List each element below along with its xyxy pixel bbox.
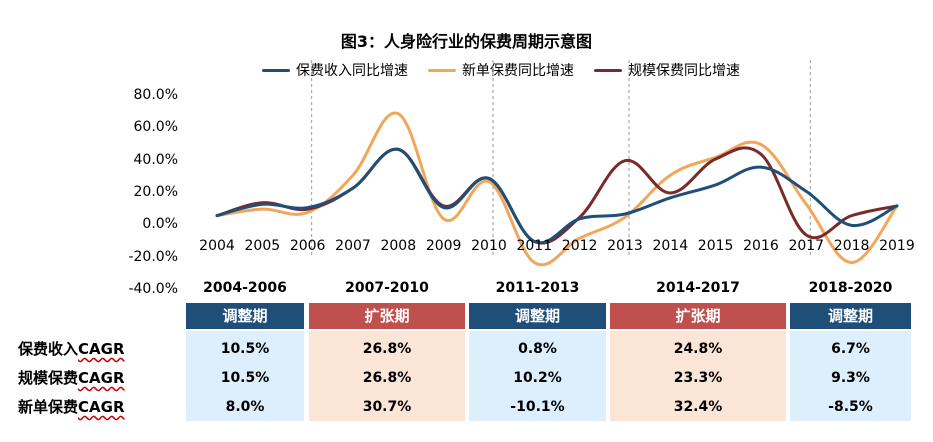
x-tick-label: 2005 — [244, 238, 281, 254]
legend-item-new-business: 新单保费同比增速 — [428, 60, 574, 80]
y-tick-label: 20.0% — [133, 184, 178, 200]
x-tick-label: 2011 — [516, 238, 553, 254]
period-range-label: 2004-2006 — [203, 280, 287, 296]
y-tick-label: 60.0% — [133, 119, 178, 136]
cagr-value-cell: 8.0% — [225, 399, 265, 415]
period-cell-background — [186, 331, 304, 421]
x-tick-label: 2009 — [425, 238, 462, 254]
row-label-2: 新单保费CAGR — [18, 392, 125, 422]
phase-badge: 调整期 — [790, 303, 911, 329]
cagr-value-cell: 32.4% — [673, 399, 723, 415]
y-tick-label: 0.0% — [142, 216, 178, 233]
x-tick-label: 2016 — [743, 238, 779, 254]
x-tick-label: 2018 — [833, 238, 870, 254]
x-tick-label: 2007 — [335, 238, 371, 254]
legend-swatch-premium-income — [262, 68, 290, 72]
x-tick-label: 2013 — [607, 238, 643, 254]
y-tick-label: -40.0% — [128, 281, 178, 297]
legend-label-scale-premium: 规模保费同比增速 — [628, 63, 740, 79]
y-tick-label: 80.0% — [133, 87, 178, 103]
y-tick-label: 40.0% — [133, 151, 178, 168]
cagr-value-cell: 10.5% — [220, 341, 270, 357]
cagr-value-cell: 30.7% — [362, 399, 412, 415]
y-tick-label: -20.0% — [128, 248, 178, 265]
series-line-1 — [215, 111, 899, 267]
x-tick-label: 2010 — [471, 238, 507, 254]
cagr-value-cell: 10.2% — [513, 370, 562, 386]
row-label-suffix: CAGR — [78, 340, 125, 358]
series-line-0 — [215, 147, 899, 245]
phase-badge: 扩张期 — [610, 303, 786, 329]
cagr-value-cell: 10.5% — [220, 370, 270, 386]
cagr-value-cell: 23.3% — [673, 370, 723, 386]
period-cell-background — [309, 331, 465, 421]
series-line-2 — [215, 146, 899, 245]
cagr-value-cell: 26.8% — [362, 370, 412, 386]
row-label-0: 保费收入CAGR — [18, 334, 125, 364]
x-tick-label: 2017 — [788, 238, 825, 254]
legend-item-scale-premium: 规模保费同比增速 — [594, 60, 740, 80]
period-range-label: 2018-2020 — [808, 280, 893, 296]
chart-legend: 保费收入同比增速 新单保费同比增速 规模保费同比增速 — [262, 58, 740, 82]
x-tick-label: 2015 — [697, 238, 734, 254]
legend-label-premium-income: 保费收入同比增速 — [296, 63, 408, 79]
row-label-1: 规模保费CAGR — [18, 363, 125, 393]
x-tick-label: 2004 — [199, 238, 235, 254]
cagr-value-cell: 9.3% — [831, 370, 870, 386]
period-range-label: 2007-2010 — [345, 280, 429, 296]
legend-item-premium-income: 保费收入同比增速 — [262, 60, 408, 80]
legend-swatch-scale-premium — [594, 68, 622, 72]
period-range-label: 2014-2017 — [656, 280, 740, 296]
x-tick-label: 2006 — [289, 238, 326, 254]
phase-badge: 调整期 — [186, 303, 304, 329]
row-label-prefix: 保费收入 — [18, 340, 79, 358]
row-label-suffix: CAGR — [78, 398, 125, 416]
row-label-prefix: 规模保费 — [18, 369, 79, 387]
period-range-label: 2011-2013 — [495, 280, 580, 296]
period-cell-background — [610, 331, 786, 421]
cagr-value-cell: 26.8% — [362, 341, 412, 357]
x-tick-label: 2008 — [380, 238, 417, 254]
x-tick-label: 2012 — [561, 238, 598, 254]
row-label-prefix: 新单保费 — [18, 398, 79, 416]
x-tick-label: 2014 — [652, 238, 689, 254]
phase-badge: 扩张期 — [309, 303, 465, 329]
legend-label-new-business: 新单保费同比增速 — [462, 63, 574, 79]
phase-badge: 调整期 — [469, 303, 606, 329]
cagr-value-cell: -8.5% — [828, 399, 873, 415]
cagr-value-cell: 6.7% — [831, 341, 870, 357]
period-cell-background — [790, 331, 911, 421]
period-cell-background — [469, 331, 606, 421]
cagr-value-cell: -10.1% — [510, 399, 565, 415]
cagr-value-cell: 24.8% — [673, 341, 723, 357]
cagr-value-cell: 0.8% — [518, 341, 557, 357]
row-label-suffix: CAGR — [78, 369, 125, 387]
chart-title: 图3：人身险行业的保费周期示意图 — [340, 32, 593, 51]
legend-swatch-new-business — [428, 68, 456, 72]
x-tick-label: 2019 — [879, 238, 915, 254]
